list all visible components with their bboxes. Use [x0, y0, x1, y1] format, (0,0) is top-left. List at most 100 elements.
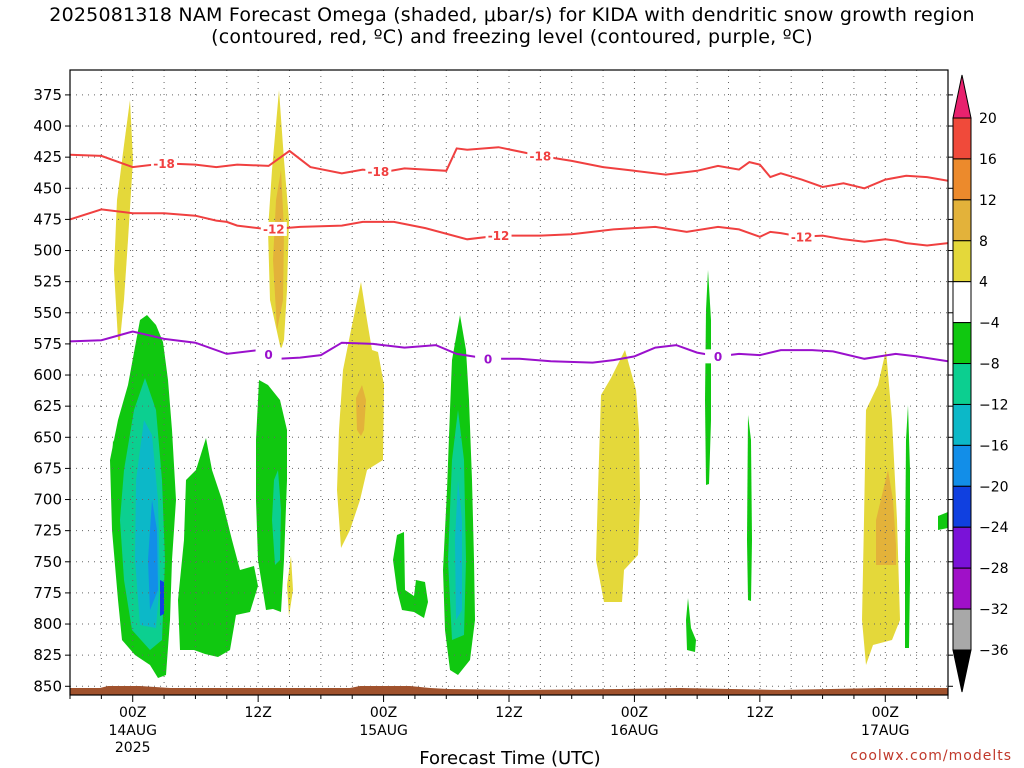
omega-negative-area: [455, 480, 462, 620]
y-tick-label: 425: [33, 148, 62, 166]
contour-label-bg: [255, 347, 282, 362]
x-tick-date: 15AUG: [359, 723, 408, 739]
x-tick-label: 00Z: [370, 705, 397, 721]
omega-negative-area: [705, 270, 711, 485]
contour-lines: -18 -18 -18 -12 -12 -12 0 0 0: [70, 146, 948, 366]
omega-negative-area: [256, 380, 287, 612]
contour-label: 0: [714, 350, 722, 364]
x-tick-label: 12Z: [244, 705, 271, 721]
colorbar-band: [952, 444, 972, 487]
omega-negative-area: [272, 470, 281, 565]
colorbar-label: −28: [979, 561, 1009, 577]
colorbar-bottom-arrow: [952, 649, 972, 693]
contour-label-bg: [788, 229, 815, 244]
y-axis: 375 400 425 450 475 500 525 550 575 600 625 650 675 7…: [33, 86, 953, 695]
omega-shading: [110, 90, 948, 678]
omega-positive-area: [273, 170, 284, 330]
omega-negative-area: [905, 405, 910, 648]
colorbar-label: 12: [979, 193, 997, 209]
y-tick-label: 375: [33, 86, 62, 104]
y-tick-label: 800: [33, 615, 62, 633]
y-tick-label: 625: [33, 397, 62, 415]
colorbar-label: −16: [979, 438, 1009, 454]
y-tick-label: 575: [33, 335, 62, 353]
colorbar-label: −4: [979, 316, 1000, 332]
contour-label: 0: [264, 348, 272, 362]
colorbar-top-arrow: [952, 74, 972, 119]
y-tick-label: 500: [33, 242, 62, 260]
omega-negative-area: [178, 438, 258, 657]
omega-negative-area: [938, 512, 948, 530]
colorbar-band: [952, 240, 972, 283]
y-tick-label: 550: [33, 304, 62, 322]
colorbar-label: 4: [979, 275, 988, 291]
y-tick-label: 700: [33, 491, 62, 509]
omega-negative-area: [686, 598, 696, 652]
colorbar-band: [952, 608, 972, 651]
contour-label: -18: [153, 157, 175, 171]
y-tick-label: 475: [33, 210, 62, 228]
omega-negative-area: [160, 580, 164, 616]
contour-label: -12: [488, 229, 510, 243]
x-tick-year: 2025: [115, 740, 151, 756]
omega-negative-area: [112, 440, 120, 490]
contour-label-bg: [260, 221, 287, 236]
x-axis-label: Forecast Time (UTC): [419, 748, 600, 768]
y-tick-label: 675: [33, 459, 62, 477]
contour-label-bg: [365, 164, 392, 179]
y-tick-label: 825: [33, 646, 62, 664]
x-tick-date: 14AUG: [108, 723, 157, 739]
y-tick-label: 750: [33, 553, 62, 571]
y-tick-label: 450: [33, 179, 62, 197]
colorbar-label: 16: [979, 152, 997, 168]
colorbar-band: [952, 485, 972, 528]
omega-negative-area: [393, 532, 428, 618]
x-tick-label: 00Z: [621, 705, 648, 721]
chart-title: 2025081318 NAM Forecast Omega (shaded, μ…: [49, 4, 975, 48]
omega-positive-area: [596, 350, 640, 602]
contour-minus18: [70, 146, 948, 190]
colorbar-band: [952, 363, 972, 405]
contour-label-bg: [475, 351, 502, 366]
colorbar-label: 20: [979, 111, 997, 127]
colorbar-label: −12: [979, 397, 1009, 413]
contour-label: -12: [263, 222, 285, 236]
colorbar-band: [952, 567, 972, 610]
contour-minus12: [70, 208, 948, 247]
y-tick-label: 850: [33, 677, 62, 695]
colorbar-band: [952, 322, 972, 365]
omega-negative-area: [747, 415, 752, 601]
colorbar-band: [952, 526, 972, 569]
colorbar-label: −32: [979, 602, 1009, 618]
omega-positive-area: [356, 385, 366, 436]
contour-label-bg: [705, 349, 732, 364]
omega-negative-area: [148, 500, 158, 610]
colorbar-label: −24: [979, 520, 1009, 536]
y-tick-label: 725: [33, 522, 62, 540]
omega-positive-area: [114, 100, 133, 340]
contour-label-bg: [151, 156, 178, 171]
colorbar-label: 8: [979, 234, 988, 250]
contour-label: -12: [791, 230, 813, 244]
colorbar-band: [952, 199, 972, 242]
contour-label: -18: [530, 149, 552, 163]
contour-label-bg: [485, 228, 512, 243]
y-tick-label: 650: [33, 428, 62, 446]
colorbar-band: [952, 403, 972, 446]
colorbar-band: [952, 158, 972, 201]
colorbar-band: [952, 117, 972, 160]
contour-label: 0: [484, 352, 492, 366]
colorbar-label: −8: [979, 357, 1000, 373]
colorbar-label: −36: [979, 643, 1009, 659]
x-tick-date: 17AUG: [861, 723, 910, 739]
colorbar-band: [952, 281, 972, 324]
x-tick-date: 16AUG: [610, 723, 659, 739]
source-credit: coolwx.com/modelts: [850, 748, 1012, 764]
terrain-strip: [70, 686, 948, 695]
y-tick-label: 525: [33, 273, 62, 291]
grid-lines: [70, 70, 948, 695]
y-tick-label: 400: [33, 117, 62, 135]
x-tick-label: 00Z: [872, 705, 899, 721]
